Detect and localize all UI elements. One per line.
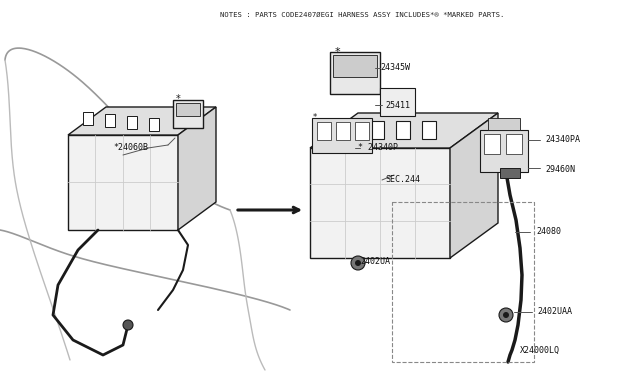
Text: 24080: 24080 bbox=[536, 228, 561, 237]
Polygon shape bbox=[333, 55, 377, 77]
Polygon shape bbox=[310, 113, 498, 148]
Text: *24060B: *24060B bbox=[113, 144, 148, 153]
Text: 24345W: 24345W bbox=[380, 64, 410, 73]
Text: 25411: 25411 bbox=[385, 100, 410, 109]
Text: 29460N: 29460N bbox=[545, 166, 575, 174]
Text: *: * bbox=[176, 94, 180, 104]
Polygon shape bbox=[127, 116, 137, 129]
Polygon shape bbox=[344, 121, 358, 139]
Polygon shape bbox=[83, 112, 93, 125]
Polygon shape bbox=[480, 130, 528, 172]
Polygon shape bbox=[310, 148, 450, 258]
Polygon shape bbox=[68, 135, 178, 230]
Polygon shape bbox=[450, 113, 498, 258]
Text: 2402UA: 2402UA bbox=[360, 257, 390, 266]
Polygon shape bbox=[105, 114, 115, 127]
Polygon shape bbox=[422, 121, 436, 139]
Polygon shape bbox=[396, 121, 410, 139]
Circle shape bbox=[503, 312, 509, 318]
Polygon shape bbox=[176, 103, 200, 116]
Polygon shape bbox=[370, 121, 384, 139]
Polygon shape bbox=[68, 107, 216, 135]
Circle shape bbox=[499, 308, 513, 322]
Polygon shape bbox=[173, 100, 203, 128]
Polygon shape bbox=[336, 122, 350, 140]
Circle shape bbox=[355, 260, 361, 266]
Text: * 24340P: * 24340P bbox=[358, 144, 398, 153]
Polygon shape bbox=[506, 134, 522, 154]
Polygon shape bbox=[317, 122, 331, 140]
Text: NOTES : PARTS CODE2407ØEGI HARNESS ASSY INCLUDES*® *MARKED PARTS.: NOTES : PARTS CODE2407ØEGI HARNESS ASSY … bbox=[220, 12, 504, 18]
Text: *: * bbox=[335, 47, 340, 57]
Polygon shape bbox=[484, 134, 500, 154]
Text: *: * bbox=[313, 113, 317, 122]
Text: 2402UAA: 2402UAA bbox=[537, 308, 572, 317]
Circle shape bbox=[123, 320, 133, 330]
Polygon shape bbox=[500, 168, 520, 178]
Polygon shape bbox=[149, 118, 159, 131]
Polygon shape bbox=[488, 118, 520, 130]
Polygon shape bbox=[355, 122, 369, 140]
Polygon shape bbox=[330, 52, 380, 94]
Circle shape bbox=[351, 256, 365, 270]
Polygon shape bbox=[312, 118, 372, 153]
Polygon shape bbox=[380, 88, 415, 116]
Polygon shape bbox=[178, 107, 216, 230]
Text: SEC.244: SEC.244 bbox=[385, 176, 420, 185]
Text: X24000LQ: X24000LQ bbox=[520, 346, 560, 355]
Text: 24340PA: 24340PA bbox=[545, 135, 580, 144]
